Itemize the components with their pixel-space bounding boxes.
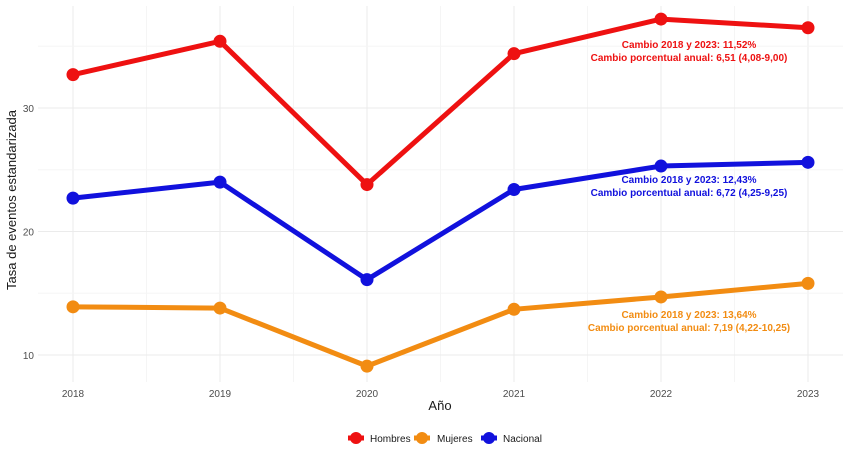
annotation-hombres: Cambio 2018 y 2023: 11,52% xyxy=(622,40,757,51)
data-point-mujeres xyxy=(654,290,668,304)
series-line-nacional xyxy=(70,159,811,283)
data-point-hombres xyxy=(66,68,80,82)
data-point-mujeres xyxy=(213,301,227,315)
x-tick-label: 2022 xyxy=(650,389,673,400)
data-point-hombres xyxy=(801,21,815,35)
series-line-mujeres xyxy=(70,280,811,369)
legend-key-dot xyxy=(483,432,495,444)
data-point-mujeres xyxy=(66,300,80,314)
annotation-hombres: Cambio porcentual anual: 6,51 (4,08-9,00… xyxy=(591,53,788,64)
annotation-nacional: Cambio porcentual anual: 6,72 (4,25-9,25… xyxy=(591,188,788,199)
data-point-mujeres xyxy=(801,276,815,290)
y-tick-label: 20 xyxy=(23,228,35,239)
data-point-nacional xyxy=(801,155,815,169)
legend-key-dot xyxy=(350,432,362,444)
data-point-hombres xyxy=(213,34,227,48)
legend: Hombres Mujeres Nacional xyxy=(348,432,542,445)
y-axis-title: Tasa de eventos estandarizada xyxy=(4,109,19,290)
y-axis-ticks: 10 20 30 xyxy=(23,104,35,362)
data-point-nacional xyxy=(360,273,374,287)
data-point-nacional xyxy=(213,175,227,189)
annotations: Cambio 2018 y 2023: 11,52% Cambio porcent… xyxy=(588,40,790,334)
legend-label: Mujeres xyxy=(437,434,473,445)
annotation-mujeres: Cambio 2018 y 2023: 13,64% xyxy=(621,310,756,321)
data-point-hombres xyxy=(507,47,521,61)
series-lines xyxy=(66,12,815,373)
data-point-hombres xyxy=(360,178,374,192)
x-tick-label: 2019 xyxy=(209,389,232,400)
data-point-nacional xyxy=(507,183,521,197)
x-axis-title: Año xyxy=(428,398,451,413)
data-point-mujeres xyxy=(360,359,374,373)
series-line-hombres xyxy=(70,16,811,188)
x-tick-label: 2023 xyxy=(797,389,820,400)
annotation-mujeres: Cambio porcentual anual: 7,19 (4,22-10,2… xyxy=(588,323,790,334)
x-tick-label: 2021 xyxy=(503,389,526,400)
legend-label: Hombres xyxy=(370,434,411,445)
data-point-nacional xyxy=(66,191,80,205)
data-point-nacional xyxy=(654,159,668,173)
y-tick-label: 10 xyxy=(23,351,35,362)
x-tick-label: 2020 xyxy=(356,389,379,400)
legend-label: Nacional xyxy=(503,434,542,445)
data-point-mujeres xyxy=(507,302,521,316)
annotation-nacional: Cambio 2018 y 2023: 12,43% xyxy=(621,175,756,186)
x-axis-ticks: 2018 2019 2020 2021 2022 2023 xyxy=(62,389,820,400)
legend-key-dot xyxy=(416,432,428,444)
y-tick-label: 30 xyxy=(23,104,35,115)
x-tick-label: 2018 xyxy=(62,389,85,400)
data-point-hombres xyxy=(654,12,668,26)
